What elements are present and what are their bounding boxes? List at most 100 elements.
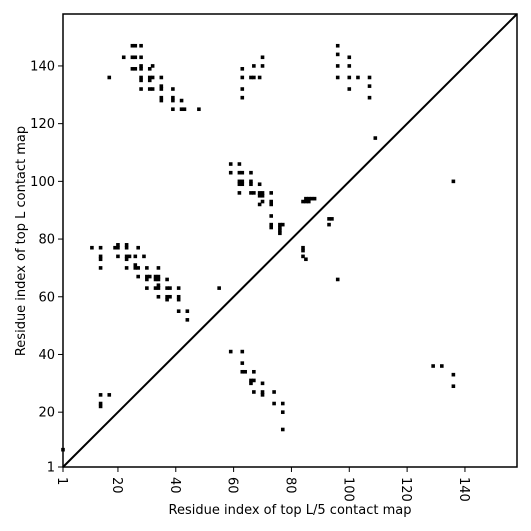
x-tick-label: 60 [225, 477, 240, 494]
contact-point [367, 84, 372, 88]
contact-point [260, 390, 265, 394]
contact-point [182, 107, 187, 112]
contact-point [335, 75, 340, 80]
contact-point [451, 372, 456, 377]
contact-point [249, 170, 253, 175]
contact-point [176, 294, 181, 299]
contact-point [156, 266, 161, 270]
contact-point [150, 87, 155, 91]
y-axis-label: Residue index of top L contact map [14, 126, 29, 356]
contact-point [156, 283, 161, 288]
y-tick-label: 20 [38, 406, 55, 421]
contact-point [272, 401, 276, 406]
contact-point [156, 274, 161, 279]
x-tick-label: 40 [167, 477, 182, 494]
contact-point [240, 87, 245, 91]
contact-point [243, 369, 247, 374]
contact-point [171, 107, 175, 112]
y-tick-label: 100 [30, 175, 55, 190]
x-tick-label: 1 [54, 477, 69, 485]
contact-point [133, 55, 138, 60]
contact-point [335, 43, 340, 48]
y-tick-label: 80 [38, 233, 55, 248]
contact-point [309, 196, 314, 201]
contact-point [240, 179, 245, 184]
contact-point [260, 393, 265, 397]
contact-point [153, 274, 158, 279]
plot-frame [62, 13, 518, 468]
contact-point [237, 170, 242, 175]
contact-point [165, 297, 169, 302]
contact-point [260, 199, 265, 204]
contact-point [280, 427, 285, 432]
contact-point [257, 193, 262, 198]
x-tick-label: 140 [456, 477, 471, 502]
contact-point [301, 248, 305, 253]
contact-point [249, 182, 253, 187]
contact-point [272, 390, 276, 394]
contact-point [127, 254, 132, 259]
contact-point [98, 401, 103, 406]
contact-point [249, 378, 253, 383]
contact-point [116, 243, 120, 247]
contact-point [269, 225, 274, 230]
contact-point [278, 222, 282, 227]
contact-point [249, 191, 253, 195]
contact-point [252, 390, 256, 394]
contact-point [130, 55, 135, 60]
contact-point [185, 309, 190, 313]
contact-point [304, 199, 308, 204]
contact-point [176, 309, 181, 313]
contact-point [347, 64, 352, 68]
points-layer [61, 43, 456, 452]
contact-point [159, 98, 164, 103]
contact-point [280, 410, 285, 414]
contact-point [257, 182, 262, 187]
contact-point [139, 64, 143, 68]
contact-point [159, 87, 164, 91]
contact-point [260, 193, 265, 198]
contact-point [124, 245, 129, 250]
contact-point [240, 369, 245, 374]
contact-point [124, 266, 129, 270]
contact-point [373, 136, 378, 140]
contact-point [257, 202, 262, 207]
contact-point [260, 191, 265, 195]
contact-point [306, 199, 311, 204]
contact-point [116, 245, 120, 250]
contact-point [280, 222, 285, 227]
contact-point [150, 75, 155, 80]
contact-point [165, 294, 169, 299]
contact-point [165, 277, 169, 282]
contact-point [252, 369, 256, 374]
contact-point [237, 162, 242, 166]
contact-point [451, 384, 456, 389]
contact-point [237, 179, 242, 184]
contact-point [240, 361, 245, 365]
contact-point [136, 266, 140, 270]
contact-point [278, 225, 282, 230]
contact-point [278, 228, 282, 233]
contact-point [147, 75, 152, 80]
contact-point [124, 254, 129, 259]
x-tick-label: 20 [109, 477, 124, 494]
contact-point [356, 75, 360, 80]
contact-point [130, 67, 135, 71]
contact-point [269, 202, 274, 207]
contact-point [147, 274, 152, 279]
contact-point [124, 257, 129, 262]
contact-point [107, 75, 112, 80]
contact-point [240, 75, 245, 80]
contact-point [237, 182, 242, 187]
contact-point [156, 277, 161, 282]
contact-point [139, 43, 143, 48]
contact-point [130, 43, 135, 48]
contact-point [240, 95, 245, 100]
contact-point [153, 286, 158, 290]
contact-point [327, 222, 331, 227]
contact-point [179, 98, 184, 103]
contact-point [451, 179, 456, 184]
contact-point [217, 286, 221, 290]
contact-point [133, 266, 138, 270]
contact-point [301, 254, 305, 259]
